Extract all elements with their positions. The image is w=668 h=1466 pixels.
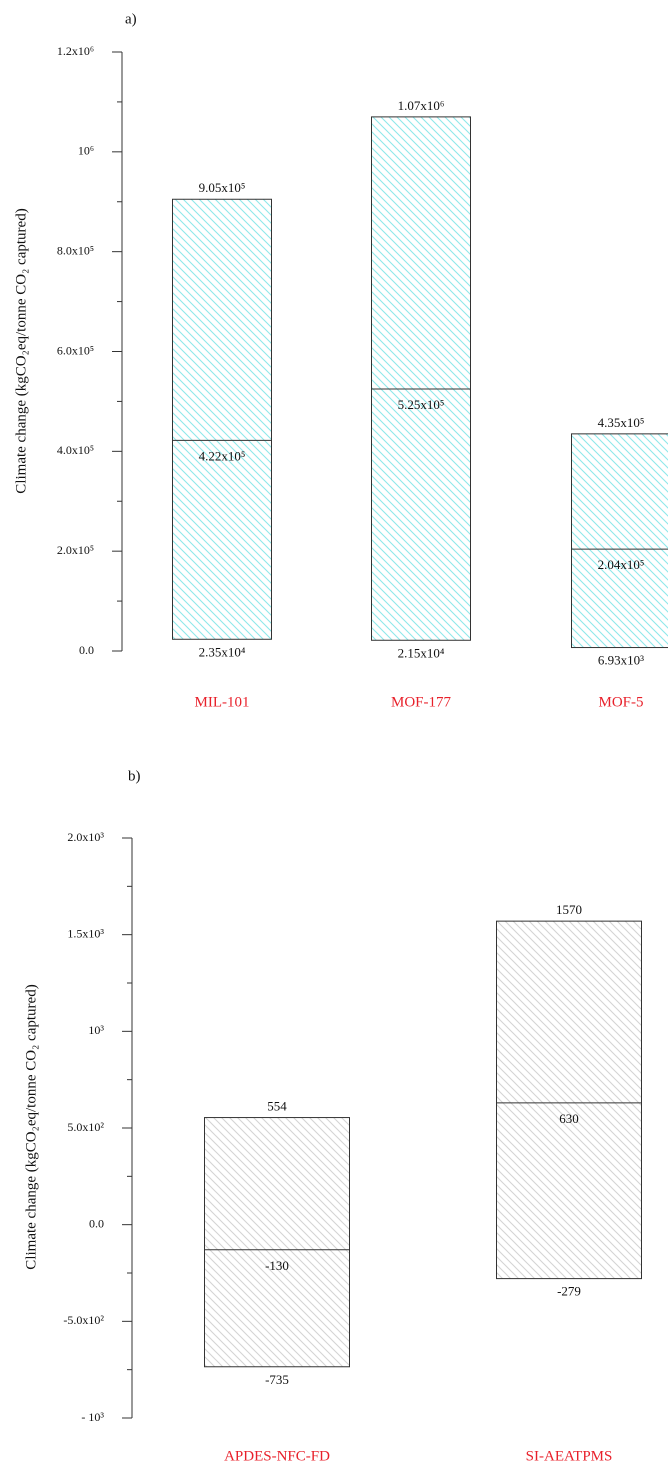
box-body — [496, 920, 642, 1280]
y-axis-label: Climate change (kgCO₂eq/tonne CO₂ captur… — [13, 208, 29, 493]
y-tick-label: 2.0x10³ — [67, 830, 104, 844]
box-body — [204, 1117, 350, 1368]
high-label: 4.35x10⁵ — [598, 415, 645, 430]
category-label: MOF-177 — [391, 694, 452, 710]
panel-label: a) — [125, 11, 137, 27]
high-label: 1570 — [556, 902, 582, 917]
y-tick-label: 2.0x10⁵ — [57, 543, 94, 557]
category-label: MIL-101 — [195, 694, 250, 710]
median-label: 5.25x10⁵ — [398, 397, 445, 412]
high-label: 1.07x10⁶ — [398, 98, 445, 113]
y-tick-label: 10⁶ — [78, 144, 94, 158]
box-body — [571, 433, 668, 649]
box-body — [371, 116, 471, 641]
y-tick-label: 0.0 — [79, 643, 94, 657]
category-label: APDES-NFC-FD — [224, 1448, 330, 1464]
y-tick-label: 4.0x10⁵ — [57, 443, 94, 457]
high-label: 554 — [267, 1099, 287, 1114]
low-label: 2.15x10⁴ — [398, 645, 445, 660]
y-tick-label: -5.0x10² — [63, 1313, 104, 1327]
median-label: 630 — [559, 1111, 579, 1126]
y-tick-label: 8.0x10⁵ — [57, 243, 94, 257]
low-label: -279 — [557, 1284, 581, 1299]
y-tick-label: 1.5x10³ — [67, 926, 104, 940]
y-tick-label: 1.2x10⁶ — [57, 44, 94, 58]
median-label: -130 — [265, 1258, 289, 1273]
y-tick-label: 10³ — [88, 1023, 104, 1037]
y-tick-label: 5.0x10² — [67, 1120, 104, 1134]
y-tick-label: 6.0x10⁵ — [57, 343, 94, 357]
y-axis-label: Climate change (kgCO₂eq/tonne CO₂ captur… — [23, 984, 39, 1269]
panel-label: b) — [128, 768, 141, 784]
box-body — [172, 198, 272, 640]
median-label: 4.22x10⁵ — [199, 448, 246, 463]
high-label: 9.05x10⁵ — [199, 180, 246, 195]
low-label: -735 — [265, 1372, 289, 1387]
category-label: MOF-5 — [598, 694, 643, 710]
y-tick-label: 0.0 — [89, 1216, 104, 1230]
y-tick-label: - 10³ — [81, 1410, 104, 1424]
category-label: SI-AEATPMS — [526, 1448, 613, 1464]
low-label: 6.93x10³ — [598, 653, 644, 668]
median-label: 2.04x10⁵ — [598, 557, 645, 572]
low-label: 2.35x10⁴ — [199, 644, 246, 659]
